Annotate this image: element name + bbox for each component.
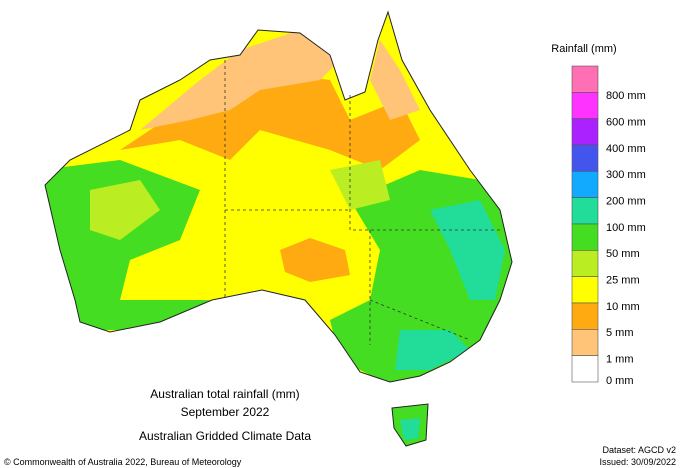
legend-label: 1 mm [606,354,634,366]
legend-label: 10 mm [606,301,640,313]
legend-label: 800 mm [606,90,646,102]
legend: 800 mm 600 mm 400 mm 300 mm 200 mm 100 mm 50 m… [571,65,646,387]
map-period: September 2022 [181,405,270,419]
legend-label: 25 mm [606,275,640,287]
legend-label: 100 mm [606,222,646,234]
map-source: Australian Gridded Climate Data [139,429,311,443]
dataset: Dataset: AGCD v2 [602,445,676,455]
state-borders [224,60,500,345]
legend-swatch [571,144,599,172]
legend-label: 400 mm [606,143,646,155]
issued: Issued: 30/09/2022 [599,457,676,467]
legend-label: 50 mm [606,248,640,260]
legend-label: 300 mm [606,169,646,181]
legend-swatch [571,355,599,383]
legend-swatch [571,171,599,198]
legend-swatch [571,302,599,330]
legend-swatch [571,223,599,251]
legend-label: 600 mm [606,117,646,129]
map-title: Australian total rainfall (mm) [150,387,299,401]
legend-swatch [571,250,599,277]
legend-swatch [571,118,599,146]
legend-swatch [571,65,599,93]
legend-label: 0 mm [606,375,634,387]
legend-swatch [571,276,599,304]
legend-swatch [571,197,599,225]
legend-title: Rainfall (mm) [551,43,616,55]
legend-swatch [571,329,599,356]
legend-label: 5 mm [606,327,634,339]
legend-swatch [571,92,599,119]
copyright: © Commonwealth of Australia 2022, Bureau… [4,457,242,467]
legend-label: 200 mm [606,196,646,208]
coastline [44,10,513,447]
